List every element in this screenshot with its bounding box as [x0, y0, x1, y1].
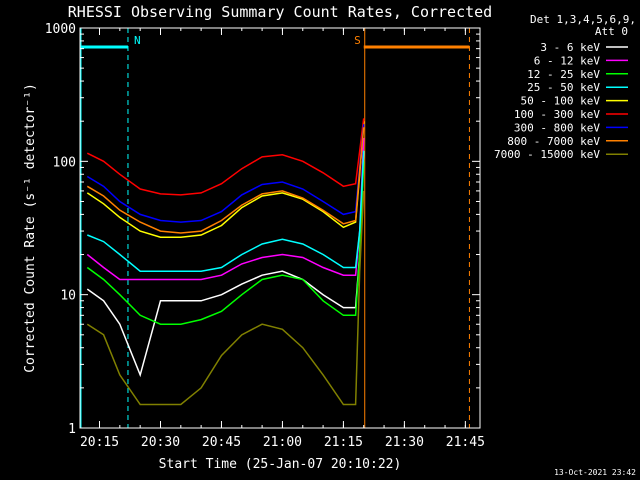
- series-line-3: [87, 150, 365, 272]
- y-tick-label: 1000: [45, 22, 76, 37]
- series-line-0: [86, 150, 365, 378]
- legend-label: 25 - 50 keV: [527, 81, 600, 94]
- x-tick-label: 20:30: [141, 435, 180, 450]
- series-lines: [86, 118, 365, 406]
- series-line-4: [86, 121, 365, 238]
- flag-label: N: [134, 34, 141, 47]
- x-axis: 20:15 20:30 20:45 21:00 21:15 21:30 21:45: [80, 28, 485, 450]
- legend-label: 100 - 300 keV: [514, 108, 600, 121]
- generated-timestamp: 13-Oct-2021 23:42: [554, 468, 636, 477]
- series-line-2: [86, 161, 365, 325]
- y-tick-label: 100: [53, 155, 76, 170]
- series-line-5: [86, 118, 365, 196]
- x-tick-label: 21:15: [324, 435, 363, 450]
- y-tick-label: 1: [68, 422, 76, 437]
- flag-label: S: [354, 34, 361, 47]
- legend-label: 6 - 12 keV: [534, 54, 601, 67]
- series-line-1: [86, 137, 365, 281]
- series-line-8: [86, 190, 365, 406]
- detectors-label: Det 1,3,4,5,6,9,: [530, 13, 636, 26]
- legend-label: 50 - 100 keV: [521, 95, 601, 108]
- legend-label: 800 - 7000 keV: [507, 135, 600, 148]
- x-tick-label: 21:45: [446, 435, 485, 450]
- legend-label: 300 - 800 keV: [514, 121, 600, 134]
- chart-title: RHESSI Observing Summary Count Rates, Co…: [68, 3, 492, 21]
- attenuator-label: Att 0: [595, 25, 628, 38]
- y-axis-label: Corrected Count Rate (s⁻¹ detector⁻¹): [23, 83, 38, 373]
- y-axis: 1 10 100 1000: [45, 22, 480, 437]
- legend-label: 12 - 25 keV: [527, 68, 600, 81]
- y-tick-label: 10: [60, 289, 76, 304]
- legend-label: 7000 - 15000 keV: [494, 148, 600, 161]
- x-tick-label: 21:30: [385, 435, 424, 450]
- x-axis-label: Start Time (25-Jan-07 20:10:22): [159, 457, 402, 472]
- x-tick-label: 20:45: [202, 435, 241, 450]
- plot-frame: [79, 27, 481, 429]
- legend-label: 3 - 6 keV: [540, 41, 600, 54]
- series-line-7: [86, 127, 365, 234]
- series-line-6: [86, 124, 365, 223]
- x-tick-label: 20:15: [80, 435, 119, 450]
- x-tick-label: 21:00: [263, 435, 302, 450]
